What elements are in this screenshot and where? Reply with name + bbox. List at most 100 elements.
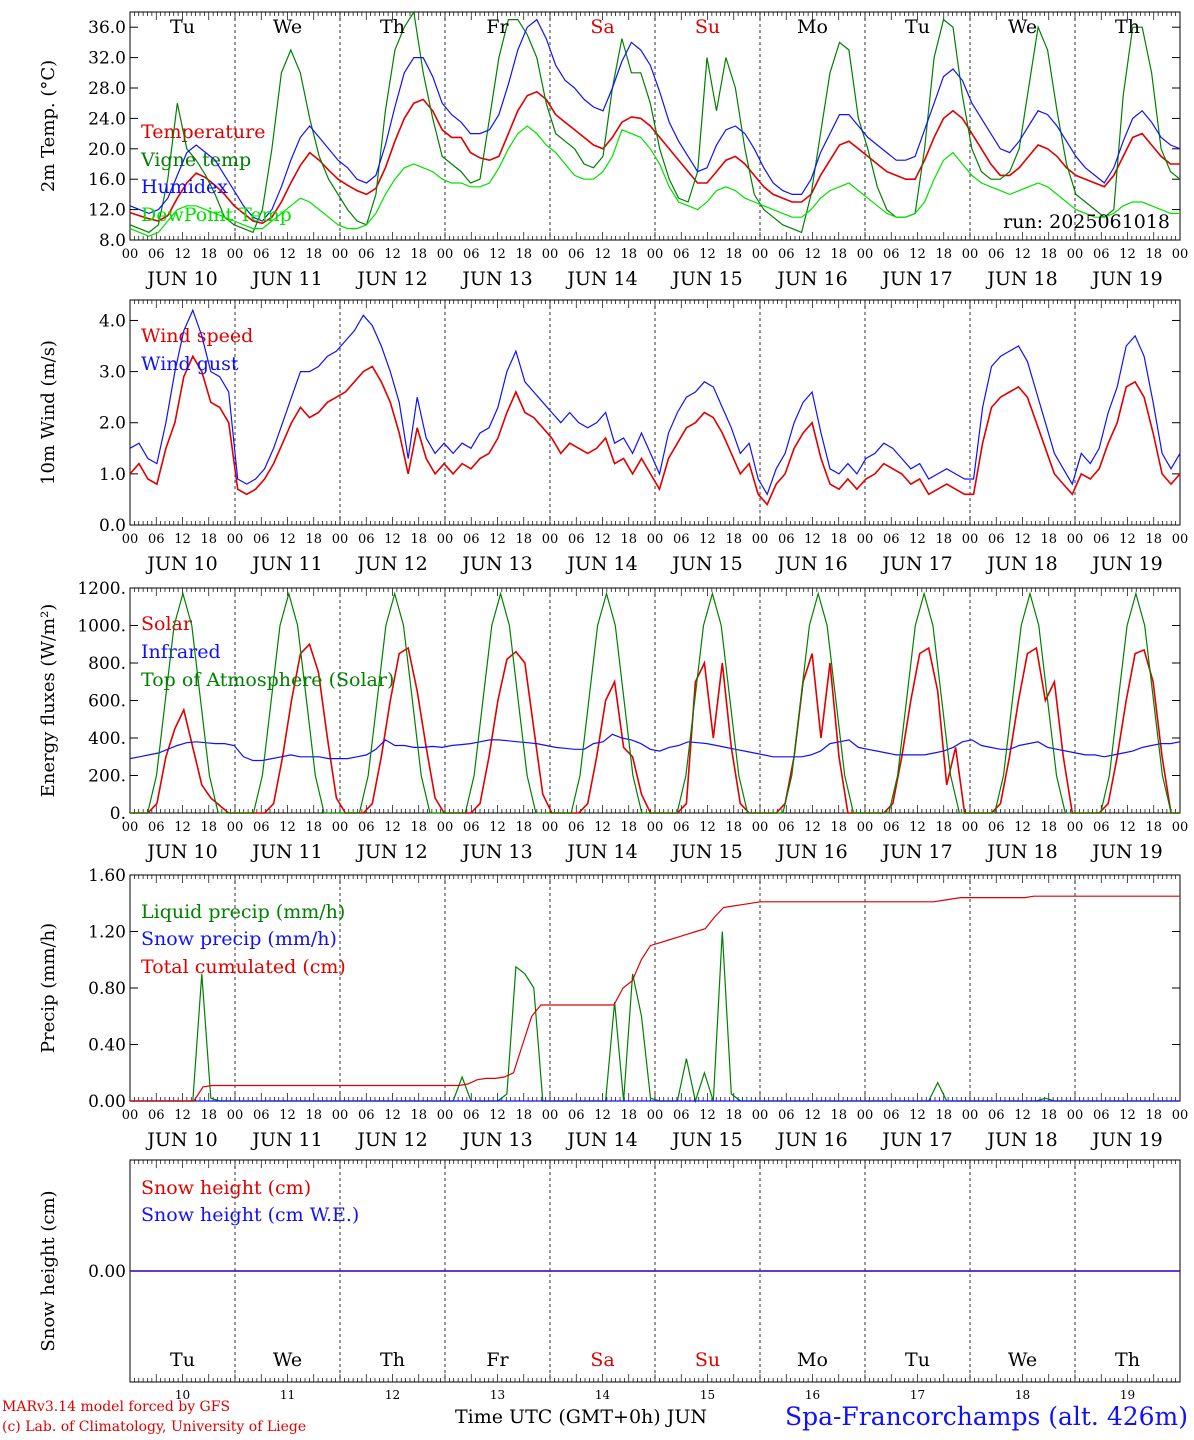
hour-tick-label: 06 [253,1108,270,1123]
date-label: JUN 12 [355,553,427,575]
hour-tick-label: 06 [253,820,270,835]
hour-tick-label: 12 [174,532,191,547]
y-axis-title: 2m Temp. (°C) [38,60,59,192]
hour-tick-label: 00 [1172,532,1189,547]
weekday-label: Th [1115,16,1140,38]
y-tick-label: 28.0 [88,79,126,99]
weekday-label: We [273,1349,302,1371]
hour-tick-label: 12 [1014,247,1031,262]
plot-frame [129,299,1181,526]
hour-tick-label: 18 [515,247,532,262]
weekday-label: Th [380,1349,405,1371]
date-number-label: 13 [490,1388,505,1402]
lab-credit: (c) Lab. of Climatology, University of L… [2,1419,307,1435]
hour-tick-label: 00 [962,247,979,262]
date-label: JUN 16 [775,553,847,575]
date-label: JUN 17 [880,1129,952,1151]
hour-tick-label: 12 [909,1108,926,1123]
hour-tick-label: 00 [1067,247,1084,262]
y-tick-label: 1200. [77,579,126,599]
y-tick-label: 0.80 [88,979,126,999]
hour-tick-label: 00 [857,820,874,835]
hour-tick-label: 06 [778,820,795,835]
date-label: JUN 16 [775,268,847,290]
date-number-label: 14 [595,1388,611,1402]
hour-tick-label: 18 [935,532,952,547]
legend-entry: Top of Atmosphere (Solar) [141,669,394,691]
date-label: JUN 12 [355,268,427,290]
hour-tick-label: 06 [673,247,690,262]
hour-tick-label: 18 [620,532,637,547]
hour-tick-label: 00 [122,820,139,835]
hour-tick-label: 06 [463,247,480,262]
date-label: JUN 14 [565,1129,637,1151]
panel-2: 0.0 1.0 2.0 3.0 4.0 10m Wind (m/s) Wind speed W… [38,299,1189,575]
date-number-label: 15 [700,1388,715,1402]
hour-tick-label: 12 [174,820,191,835]
hour-tick-label: 12 [279,247,296,262]
hour-tick-label: 06 [1093,532,1110,547]
hour-tick-label: 00 [1172,247,1189,262]
hour-tick-label: 00 [542,532,559,547]
legend-entry: Snow precip (mm/h) [141,928,337,950]
hour-tick-label: 18 [410,1108,427,1123]
y-tick-label: 1.20 [88,923,126,943]
hour-tick-label: 00 [332,820,349,835]
hour-tick-label: 06 [253,532,270,547]
hour-tick-label: 12 [909,820,926,835]
y-tick-label: 24.0 [88,109,126,129]
hour-tick-label: 00 [1067,532,1084,547]
hour-tick-label: 12 [279,532,296,547]
hour-tick-label: 18 [620,820,637,835]
hour-tick-label: 06 [883,820,900,835]
date-label: JUN 10 [145,553,217,575]
series-line [130,591,1180,814]
hour-tick-label: 12 [909,247,926,262]
hour-tick-label: 06 [778,1108,795,1123]
hour-tick-label: 18 [515,1108,532,1123]
weekday-label: Tu [170,16,195,38]
hour-tick-label: 00 [227,532,244,547]
hour-tick-label: 12 [384,247,401,262]
hour-tick-label: 18 [935,247,952,262]
date-label: JUN 14 [565,268,637,290]
hour-tick-label: 12 [489,532,506,547]
y-tick-label: 12.0 [88,201,126,221]
weekday-label: Fr [486,1349,509,1371]
weekday-label: Fr [486,16,509,38]
hour-tick-label: 00 [857,247,874,262]
hour-tick-label: 18 [830,532,847,547]
weekday-label: We [1008,1349,1037,1371]
hour-tick-label: 06 [568,820,585,835]
hour-tick-label: 18 [830,247,847,262]
hour-tick-label: 18 [935,820,952,835]
date-label: JUN 11 [250,553,322,575]
hour-tick-label: 00 [962,532,979,547]
date-number-label: 18 [1015,1388,1030,1402]
hour-tick-label: 18 [410,820,427,835]
date-label: JUN 18 [985,1129,1057,1151]
y-tick-label: 0.00 [88,1262,126,1282]
series-line [129,308,1181,496]
hour-tick-label: 18 [620,247,637,262]
hour-tick-label: 18 [410,532,427,547]
hour-tick-label: 06 [673,532,690,547]
model-credit: MARv3.14 model forced by GFS [2,1399,231,1415]
hour-tick-label: 12 [699,1108,716,1123]
hour-tick-label: 18 [935,1108,952,1123]
hour-tick-label: 00 [1172,820,1189,835]
hour-tick-label: 00 [857,532,874,547]
hour-tick-label: 12 [1119,820,1136,835]
y-tick-label: 32.0 [88,49,126,69]
legend-entry: Snow height (cm) [141,1177,311,1199]
hour-tick-label: 18 [1145,532,1162,547]
hour-tick-label: 18 [1040,532,1057,547]
date-label: JUN 13 [460,841,532,863]
panel-4: 0.00 0.40 0.80 1.20 1.60 Precip (mm/h) Liquid … [38,866,1188,1151]
hour-tick-label: 00 [332,247,349,262]
hour-tick-label: 18 [200,820,217,835]
hour-tick-label: 12 [594,247,611,262]
y-tick-label: 0. [110,804,126,824]
legend-entry: Temperature [141,121,265,143]
hour-tick-label: 00 [1172,1108,1189,1123]
